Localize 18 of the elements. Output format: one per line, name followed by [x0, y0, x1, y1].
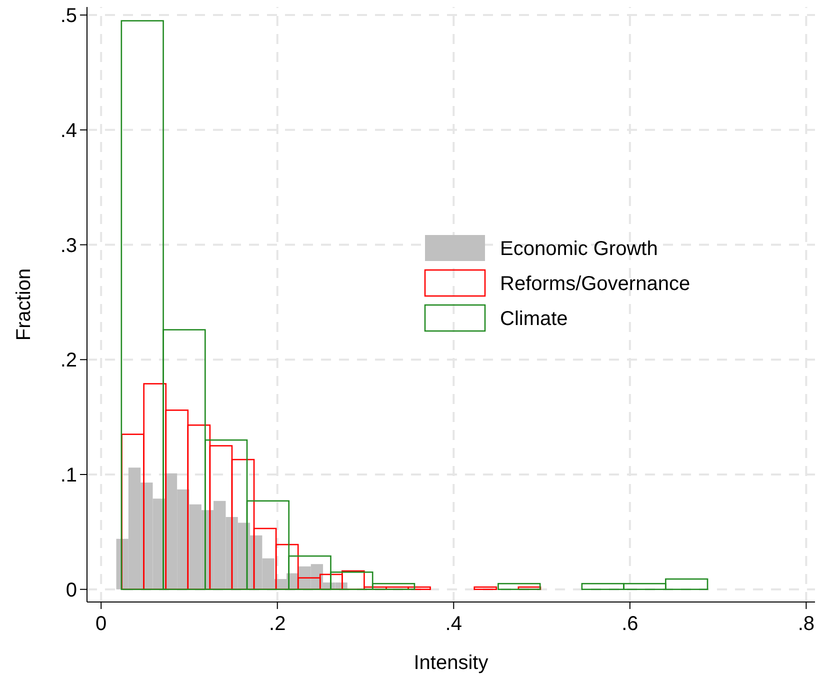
- x-tick-label: .6: [622, 613, 638, 635]
- legend-label: Economic Growth: [500, 238, 658, 260]
- bar: [498, 582, 541, 590]
- y-tick-label: .3: [60, 234, 77, 257]
- legend-label: Reforms/Governance: [500, 273, 690, 295]
- legend-label: Climate: [500, 308, 568, 330]
- x-tick-label: .2: [269, 613, 286, 635]
- y-tick-label: .2: [60, 350, 77, 372]
- x-tick-label: 0: [96, 613, 107, 635]
- y-axis-title: Fraction: [13, 268, 35, 341]
- x-axis-title: Intensity: [414, 652, 488, 674]
- y-tick-label: .4: [60, 120, 77, 142]
- x-tick-label: .8: [798, 613, 815, 635]
- y-tick-label: 0: [66, 579, 77, 602]
- x-tick-label: .4: [445, 613, 462, 635]
- y-tick-label: .5: [60, 5, 77, 28]
- y-tick-label: .1: [60, 464, 77, 486]
- bar: [474, 586, 498, 590]
